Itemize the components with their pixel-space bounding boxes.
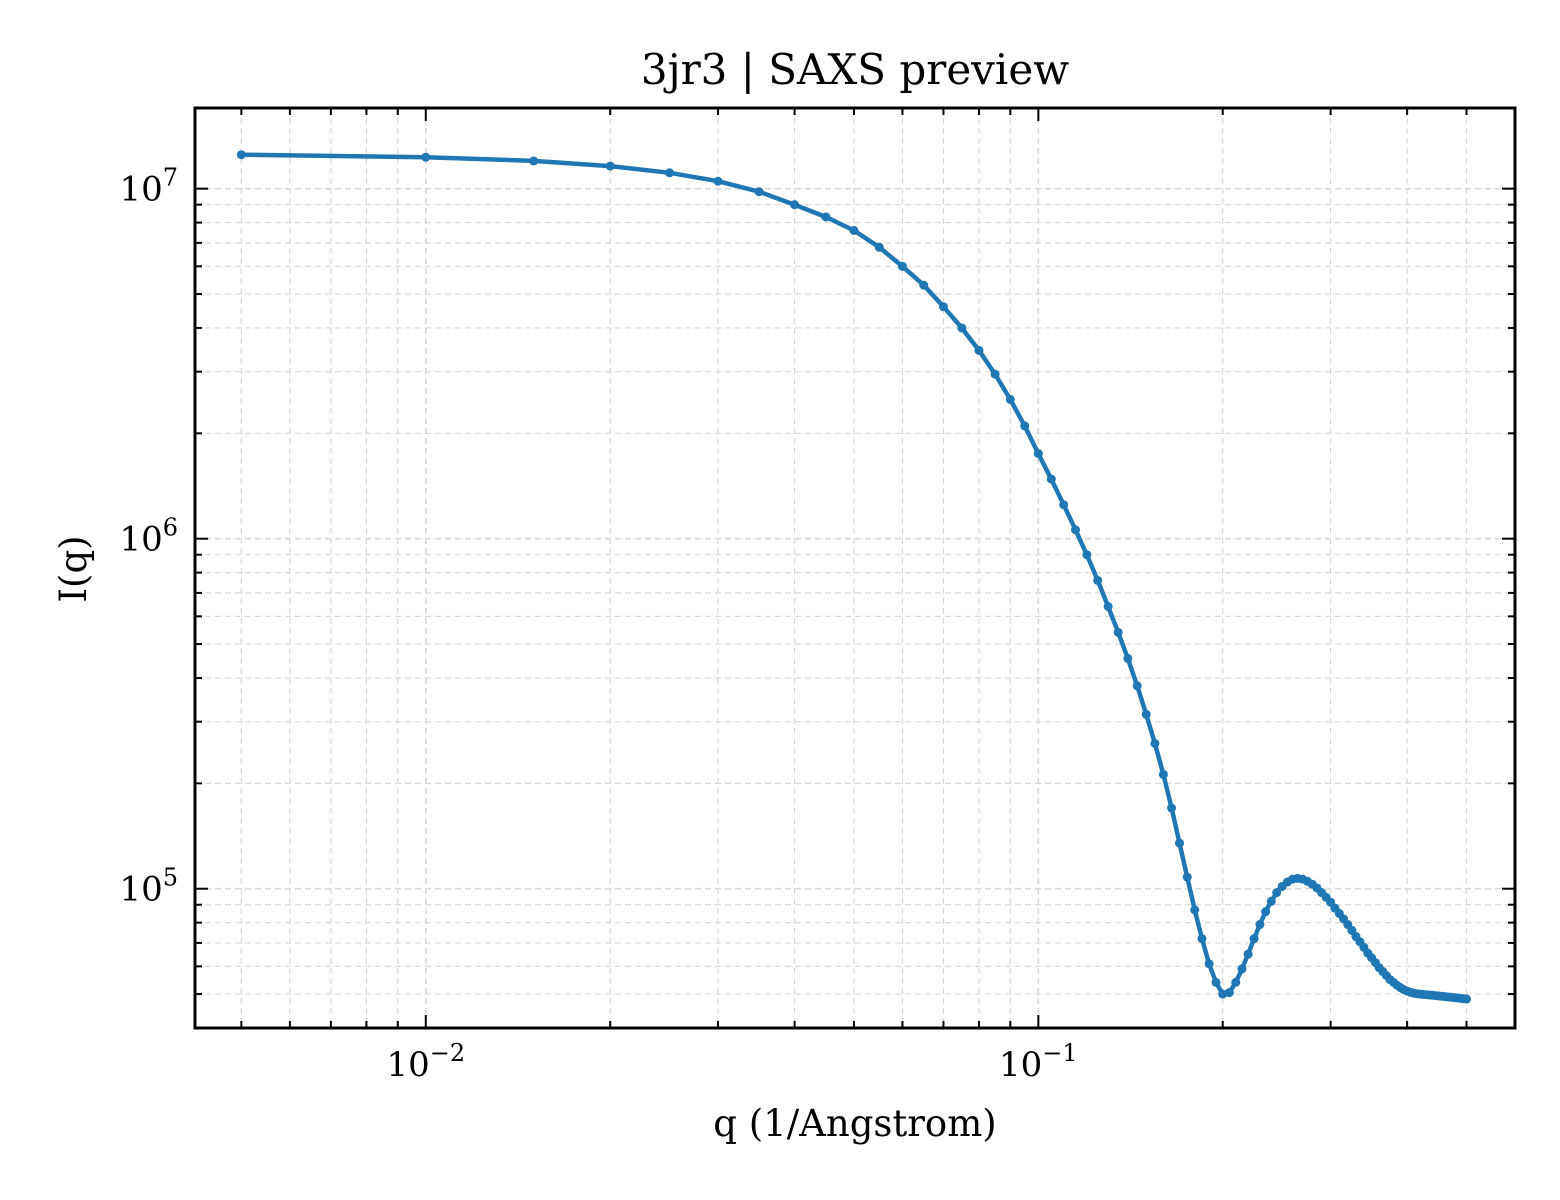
data-point [919, 280, 929, 290]
data-point [849, 225, 859, 235]
data-point [1167, 803, 1177, 813]
data-point [957, 323, 967, 333]
data-point [713, 176, 723, 186]
data-point [1461, 994, 1471, 1004]
data-point [1190, 905, 1200, 915]
data-point [1211, 977, 1221, 987]
data-point [938, 302, 948, 312]
data-point [821, 212, 831, 222]
data-point [974, 345, 984, 355]
data-point [1266, 896, 1276, 906]
data-point [1150, 738, 1160, 748]
data-point [1182, 872, 1192, 882]
data-point [790, 200, 800, 210]
data-point [1033, 449, 1043, 459]
x-tick-label: 10−1 [999, 1039, 1078, 1085]
y-tick-label: 106 [119, 514, 178, 560]
data-point [1059, 500, 1069, 510]
data-point [1005, 394, 1015, 404]
data-point [1071, 525, 1081, 535]
data-point [529, 156, 539, 166]
data-point [754, 187, 764, 197]
data-point [421, 152, 431, 162]
data-point [1123, 653, 1133, 663]
data-point [1141, 709, 1151, 719]
data-point [1255, 920, 1265, 930]
data-point [1132, 681, 1142, 691]
data-point [1237, 964, 1247, 974]
data-point [1204, 959, 1214, 969]
x-axis-label: q (1/Angstrom) [713, 1102, 996, 1145]
plot-frame [193, 106, 1517, 1030]
x-tick-labels: 10−2 10−1 [386, 1039, 1077, 1085]
data-series [236, 150, 1471, 1004]
data-point [1243, 949, 1253, 959]
data-point [1046, 474, 1056, 484]
x-tick-label: 10−2 [386, 1039, 465, 1085]
data-point [1249, 934, 1259, 944]
data-point [1231, 977, 1241, 987]
data-point [990, 369, 1000, 379]
data-point [1272, 888, 1282, 898]
data-point [1020, 421, 1030, 431]
data-point [1093, 575, 1103, 585]
data-point [236, 150, 246, 160]
y-tick-label: 107 [119, 164, 178, 210]
data-point [605, 161, 615, 171]
data-point [1082, 550, 1092, 560]
data-point [1103, 602, 1113, 612]
data-point [897, 261, 907, 271]
data-point [1158, 769, 1168, 779]
data-point [665, 168, 675, 178]
y-tick-label: 105 [119, 864, 178, 910]
data-point [1175, 838, 1185, 848]
chart-title: 3jr3 | SAXS preview [641, 45, 1069, 94]
y-axis-label: I(q) [52, 535, 95, 602]
data-point [1224, 988, 1234, 998]
data-point [1197, 934, 1207, 944]
data-point [874, 242, 884, 252]
data-point [1113, 627, 1123, 637]
data-point [1261, 907, 1271, 917]
y-tick-labels: 105 106 107 [119, 164, 178, 910]
